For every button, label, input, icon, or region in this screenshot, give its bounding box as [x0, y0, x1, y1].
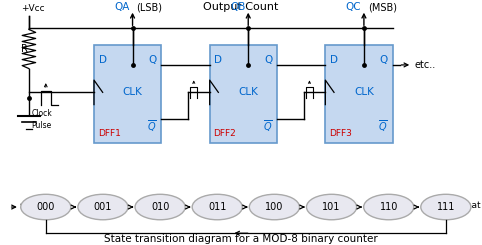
Text: Q: Q	[264, 55, 272, 65]
Bar	[325, 45, 393, 143]
Text: 101: 101	[322, 202, 341, 212]
Circle shape	[421, 194, 471, 220]
Text: $\overline{Q}$: $\overline{Q}$	[147, 118, 157, 134]
Circle shape	[78, 194, 128, 220]
Text: D: D	[330, 55, 338, 65]
Text: Q: Q	[148, 55, 157, 65]
Text: 000: 000	[37, 202, 55, 212]
Text: QC: QC	[346, 2, 362, 12]
Text: QA: QA	[115, 2, 130, 12]
Text: Output Count: Output Count	[203, 2, 279, 12]
Text: +Vcc: +Vcc	[21, 4, 44, 13]
Text: DFF2: DFF2	[214, 129, 236, 138]
Bar	[210, 45, 277, 143]
Circle shape	[363, 194, 414, 220]
Text: State transition diagram for a MOD-8 binary counter: State transition diagram for a MOD-8 bin…	[104, 234, 378, 244]
Text: DFF1: DFF1	[98, 129, 120, 138]
Text: Pulse: Pulse	[31, 121, 52, 130]
Text: QB: QB	[230, 2, 246, 12]
Text: Q: Q	[380, 55, 388, 65]
Text: R: R	[21, 44, 27, 54]
Text: (LSB): (LSB)	[136, 2, 162, 12]
Text: 001: 001	[94, 202, 112, 212]
Text: 010: 010	[151, 202, 169, 212]
Text: D: D	[214, 55, 223, 65]
Text: $\overline{Q}$: $\overline{Q}$	[378, 118, 388, 134]
Text: $\overline{Q}$: $\overline{Q}$	[263, 118, 272, 134]
Text: CLK: CLK	[122, 87, 143, 97]
Circle shape	[192, 194, 242, 220]
Text: etc..: etc..	[415, 60, 436, 70]
Text: CLK: CLK	[238, 87, 258, 97]
Text: 111: 111	[437, 202, 455, 212]
Text: start: start	[20, 201, 41, 210]
Text: DFF3: DFF3	[329, 129, 352, 138]
Text: Clock: Clock	[31, 109, 52, 118]
Text: 110: 110	[379, 202, 398, 212]
Text: repeat: repeat	[451, 201, 480, 210]
Circle shape	[21, 194, 71, 220]
Bar	[94, 45, 161, 143]
Circle shape	[135, 194, 185, 220]
Circle shape	[249, 194, 299, 220]
Text: D: D	[99, 55, 107, 65]
Text: 011: 011	[208, 202, 227, 212]
Circle shape	[307, 194, 357, 220]
Text: 100: 100	[265, 202, 283, 212]
Text: (MSB): (MSB)	[368, 2, 397, 12]
Text: CLK: CLK	[354, 87, 374, 97]
